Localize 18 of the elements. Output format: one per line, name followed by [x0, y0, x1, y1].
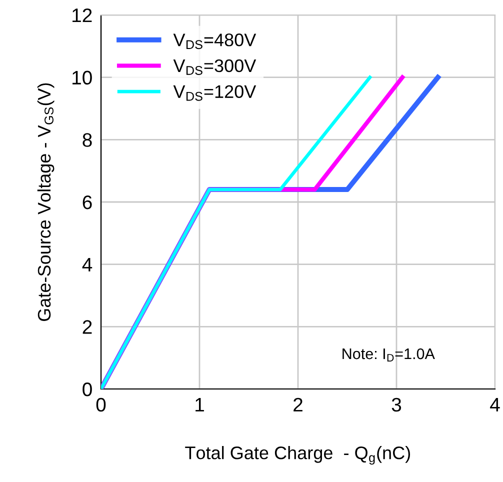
x-axis-title: Total Gate Charge - Q$_{g}$(nC) — [185, 446, 410, 465]
y-tick-label: 10 — [72, 70, 92, 85]
legend-label: V$_{DS}$=300V — [173, 59, 256, 75]
y-tick-label: 8 — [82, 133, 92, 147]
y-tick-label: 2 — [82, 320, 92, 334]
y-tick-label: 12 — [72, 8, 92, 22]
annotation: Note: I$_{D}$=1.0A — [342, 348, 435, 362]
x-tick-label: 4 — [490, 398, 500, 412]
y-tick-label: 6 — [82, 195, 92, 210]
y-tick-label: 0 — [82, 382, 92, 396]
x-tick-label: 3 — [392, 398, 402, 412]
legend-label: V$_{DS}$=120V — [173, 85, 256, 101]
x-tick-label: 0 — [96, 398, 106, 412]
x-tick-label: 2 — [294, 398, 302, 412]
legend-label: V$_{DS}$=480V — [173, 34, 256, 50]
x-tick-label: 1 — [196, 398, 204, 412]
y-axis-title: Gate-Source Voltage - V$_{GS}$(V) — [37, 83, 54, 321]
y-tick-label: 4 — [82, 258, 92, 272]
